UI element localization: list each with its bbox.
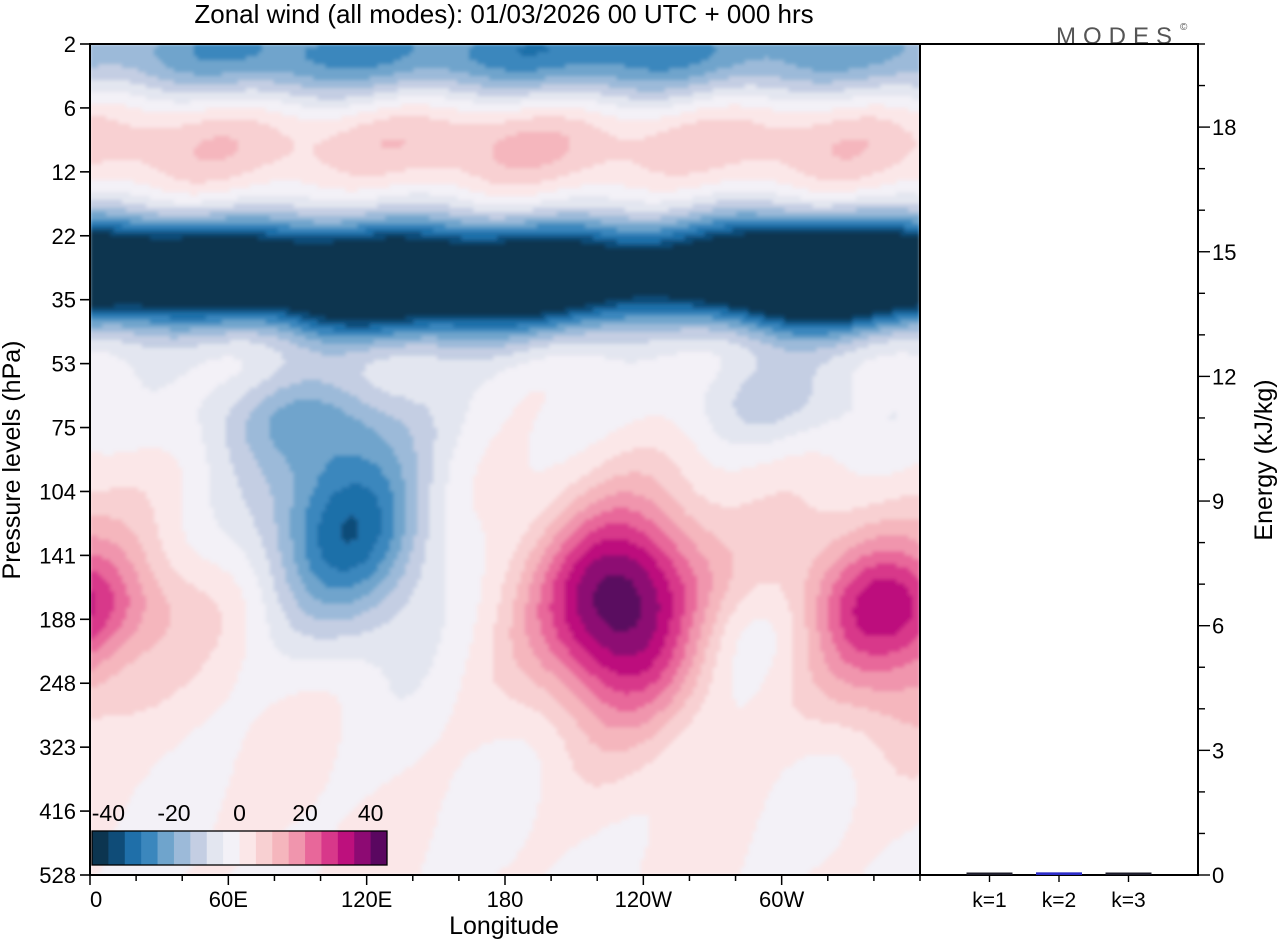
x-axis: 0 60E 120E 180 120W 60W [89, 875, 921, 912]
x-tick-label: 60E [209, 887, 248, 912]
y-tick-label: 53 [52, 352, 76, 377]
y-tick-label: 141 [39, 543, 76, 568]
y-tick-label: 75 [52, 416, 76, 441]
energy-bars: k=1 k=2 k=3 [966, 872, 1152, 912]
colorbar-swatch [272, 831, 290, 865]
colorbar-tick-label: 40 [358, 800, 384, 826]
energy-frame [919, 43, 1199, 876]
energy-bar [1105, 872, 1152, 875]
colorbar-swatch [141, 831, 158, 865]
y-tick-label: 188 [39, 607, 76, 632]
colorbar-swatch [223, 831, 240, 865]
energy-category-label: k=3 [1111, 889, 1145, 912]
colorbar-swatch [321, 831, 339, 865]
colorbar-swatch [305, 831, 322, 865]
energy-tick-label: 6 [1212, 614, 1224, 639]
y-axis: 2 6 12 22 35 53 75 104 141 188 248 323 416 528 [39, 32, 90, 888]
x-tick-label: 120E [341, 887, 392, 912]
brand-mark: © [1180, 22, 1188, 33]
colorbar-tick-label: -40 [92, 800, 125, 826]
y-tick-label: 12 [52, 160, 76, 185]
colorbar-tick-label: 0 [233, 800, 246, 826]
energy-tick-label: 9 [1212, 489, 1224, 514]
energy-category-label: k=2 [1042, 889, 1076, 912]
x-tick-label: 60W [759, 887, 804, 912]
x-axis-label: Longitude [449, 912, 559, 940]
colorbar-swatch [124, 831, 142, 865]
energy-bar [966, 872, 1013, 875]
colorbar-swatch [206, 831, 224, 865]
colorbar-tick-label: -20 [157, 800, 190, 826]
y-tick-label: 323 [39, 735, 76, 760]
x-tick-label: 0 [90, 887, 102, 912]
colorbar-tick-label: 20 [292, 800, 318, 826]
colorbar-frame [91, 830, 388, 866]
energy-category-label: k=1 [972, 889, 1006, 912]
y-tick-label: 22 [52, 224, 76, 249]
colorbar-swatch [239, 831, 257, 865]
chart-title: Zonal wind (all modes): 01/03/2026 00 UT… [194, 0, 813, 29]
energy-tick-label: 12 [1212, 364, 1236, 389]
energy-tick-label: 15 [1212, 240, 1236, 265]
y-tick-label: 416 [39, 799, 76, 824]
y-tick-label: 104 [39, 479, 76, 504]
x-tick-label: 180 [487, 887, 524, 912]
energy-bar [1036, 872, 1082, 875]
colorbar: -40 -20 0 20 40 [91, 800, 388, 866]
colorbar-swatch [354, 831, 372, 865]
colorbar-swatch [173, 831, 191, 865]
colorbar-swatch [92, 831, 109, 865]
y-axis-label: Pressure levels (hPa) [0, 341, 26, 580]
colorbar-swatch [370, 831, 388, 865]
energy-axis: 0 3 6 9 12 15 18 [1198, 43, 1236, 888]
energy-tick-label: 3 [1212, 738, 1224, 763]
colorbar-swatch [337, 831, 355, 865]
colorbar-swatch [157, 831, 175, 865]
y-tick-label: 2 [64, 32, 76, 57]
y-tick-label: 6 [64, 96, 76, 121]
y-tick-label: 35 [52, 288, 76, 313]
heatmap-plot: 2 6 12 22 35 53 75 104 141 188 248 323 416 528 0 60E 12… [0, 32, 921, 940]
energy-tick-label: 0 [1212, 863, 1224, 888]
wind-contours [90, 44, 920, 875]
y-tick-label: 528 [39, 863, 76, 888]
colorbar-swatch [255, 831, 273, 865]
x-tick-label: 120W [615, 887, 673, 912]
y-tick-label: 248 [39, 671, 76, 696]
colorbar-swatch [288, 831, 306, 865]
energy-tick-label: 18 [1212, 115, 1236, 140]
energy-panel: k=1 k=2 k=3 0 3 6 9 12 15 18 Energy (kJ/kg) [919, 43, 1278, 912]
colorbar-swatch [190, 831, 208, 865]
colorbar-swatch [108, 831, 126, 865]
energy-axis-label: Energy (kJ/kg) [1250, 379, 1278, 540]
